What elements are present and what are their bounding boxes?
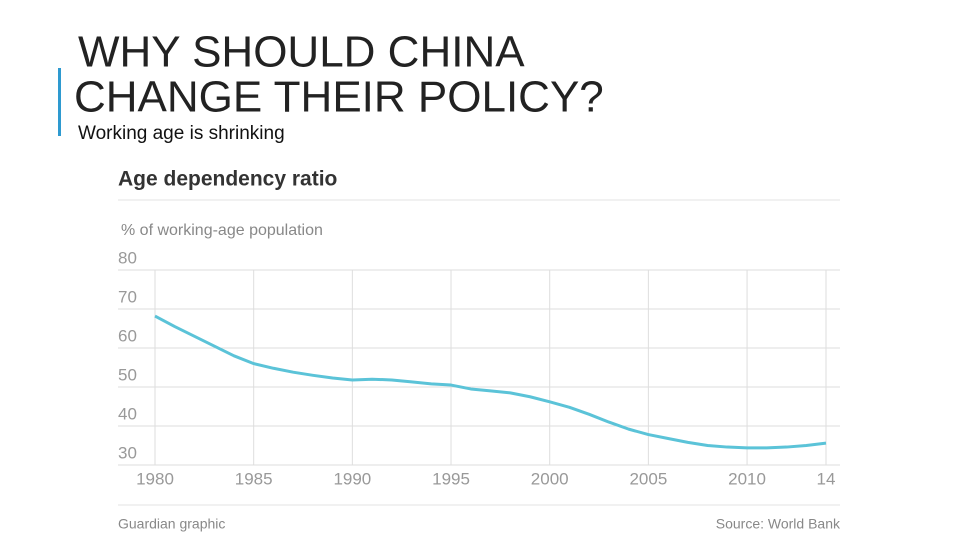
x-tick-label: 2000 <box>531 469 569 488</box>
y-tick-label: 80 <box>118 248 137 267</box>
credit: Guardian graphic <box>118 516 225 532</box>
chart-title: Age dependency ratio <box>118 168 337 191</box>
y-tick-label: 50 <box>118 365 137 384</box>
x-tick-label: 1985 <box>235 469 273 488</box>
accent-bar <box>58 68 61 136</box>
slide-title: CHANGE THEIR POLICY? <box>74 73 604 122</box>
slide-title: WHY SHOULD CHINA <box>78 28 525 77</box>
y-tick-label: 60 <box>118 326 137 345</box>
y-tick-label: 30 <box>118 443 137 462</box>
x-tick-label: 2010 <box>728 469 766 488</box>
x-tick-label: 1990 <box>333 469 371 488</box>
data-line <box>154 314 827 450</box>
source: Source: World Bank <box>716 516 841 532</box>
x-tick-label: 14 <box>817 469 836 488</box>
x-tick-label: 1995 <box>432 469 470 488</box>
slide-subtitle: Working age is shrinking <box>78 123 285 144</box>
y-tick-label: 40 <box>118 404 137 423</box>
y-tick-label: 70 <box>118 287 137 306</box>
y-axis-label: % of working-age population <box>121 222 323 239</box>
x-tick-label: 1980 <box>136 469 174 488</box>
x-tick-label: 2005 <box>629 469 667 488</box>
